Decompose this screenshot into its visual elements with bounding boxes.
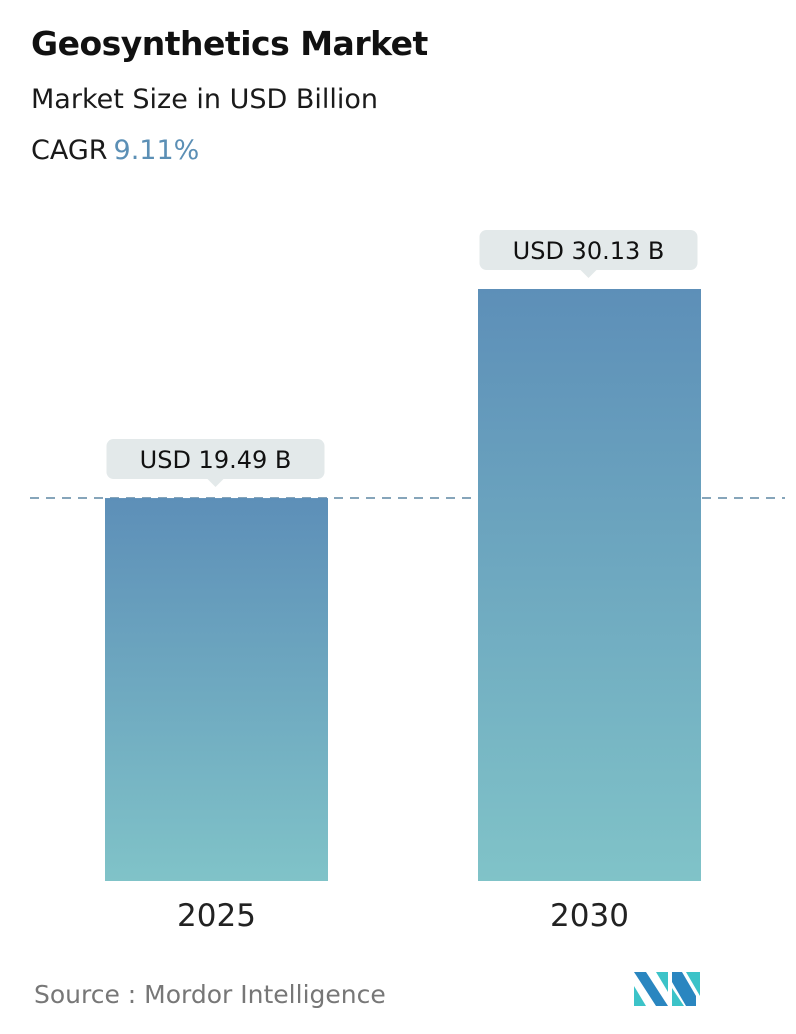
mordor-intelligence-logo [634,972,700,1006]
source-text: Source : Mordor Intelligence [34,980,386,1009]
callout-pointer [207,479,224,488]
data-label-callout [106,439,325,480]
x-tick-label: 2025 [177,898,256,934]
cagr: CAGR 9.11% [31,135,199,166]
data-label: USD 30.13 B [513,237,665,265]
chart-subtitle: Market Size in USD Billion [31,84,379,115]
cagr-label: CAGR [31,135,108,166]
data-label: USD 19.49 B [140,446,292,474]
x-tick-label: 2030 [550,898,629,934]
callout-pointer [580,270,597,278]
cagr-value: 9.11% [113,135,200,166]
data-label-callout [479,230,698,270]
bar-2030 [478,289,701,881]
chart-title: Geosynthetics Market [31,24,428,63]
bar-2025 [105,498,328,881]
